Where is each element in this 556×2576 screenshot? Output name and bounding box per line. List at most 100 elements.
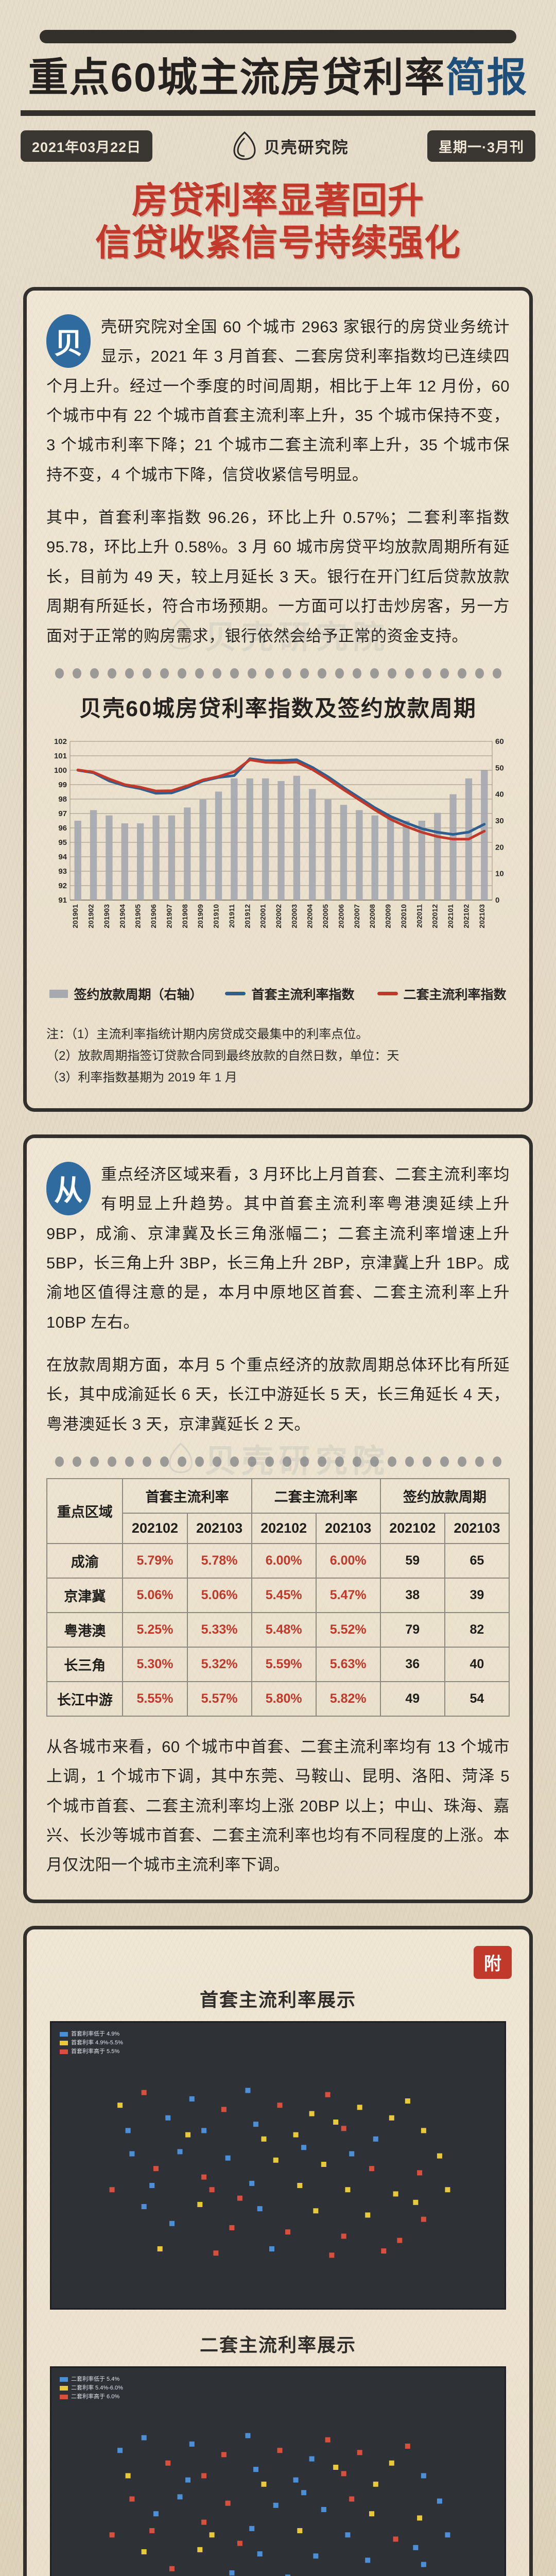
table-cell: 65	[444, 1543, 510, 1579]
table-cell: 79	[379, 1612, 445, 1648]
svg-text:202009: 202009	[384, 904, 392, 928]
table-cell: 5.33%	[186, 1612, 252, 1648]
map2-legend-label-1: 二套利率 5.4%-6.0%	[71, 2384, 123, 2391]
table-row: 京津冀 5.06% 5.06% 5.45% 5.47% 38 39	[46, 1577, 510, 1613]
table-cell: 59	[379, 1543, 445, 1579]
map2-legend-label-2: 二套利率高于 6.0%	[71, 2393, 120, 2400]
dropcap-bei: 贝	[46, 314, 91, 368]
svg-text:102: 102	[54, 737, 67, 746]
svg-text:10: 10	[495, 870, 504, 878]
intro-paragraph-2: 其中，首套利率指数 96.26，环比上升 0.57%；二套利率指数 95.78，…	[46, 509, 510, 645]
headline-line-1: 房贷利率显著回升	[132, 180, 424, 221]
table-cell: 6.00%	[251, 1543, 317, 1579]
map2-title: 二套主流利率展示	[199, 2334, 356, 2355]
table-cell: 40	[444, 1646, 510, 1682]
region-paragraph-1: 重点经济区域来看，3 月环比上月首套、二套主流利率均有明显上升趋势。其中首套主流…	[46, 1165, 510, 1331]
dropcap-cong: 从	[46, 1161, 91, 1215]
svg-text:202103: 202103	[478, 904, 486, 928]
svg-text:202002: 202002	[274, 904, 283, 928]
intro-paragraph-1: 壳研究院对全国 60 个城市 2963 家银行的房贷业务统计显示，2021 年 …	[46, 318, 510, 484]
table-group-first-home: 首套主流利率	[122, 1478, 252, 1514]
top-rule	[40, 30, 516, 43]
map1-legend: 首套利率低于 4.9% 首套利率 4.9%-5.5% 首套利率高于 5.5%	[60, 2030, 123, 2056]
map1-legend-chip-1-icon	[60, 2040, 68, 2045]
map1-legend-label-2: 首套利率高于 5.5%	[71, 2048, 120, 2055]
table-cell: 49	[379, 1681, 445, 1717]
attachment-badge: 附	[474, 1945, 512, 1979]
headline-line-2: 信贷收紧信号持续强化	[95, 223, 461, 263]
table-cell: 5.06%	[122, 1577, 188, 1613]
map2-legend: 二套利率低于 5.4% 二套利率 5.4%-6.0% 二套利率高于 6.0%	[60, 2375, 123, 2401]
svg-text:60: 60	[495, 737, 504, 746]
svg-text:201909: 201909	[196, 904, 204, 928]
svg-text:91: 91	[58, 896, 67, 905]
svg-text:202010: 202010	[399, 904, 408, 928]
svg-text:0: 0	[495, 896, 499, 905]
svg-text:202012: 202012	[431, 904, 439, 928]
table-cell: 5.82%	[315, 1681, 381, 1717]
svg-text:97: 97	[58, 809, 67, 818]
table-cell: 36	[379, 1646, 445, 1682]
svg-text:30: 30	[495, 817, 504, 825]
page-title-main: 重点60城主流房贷利率	[28, 55, 446, 100]
chart-notes: 注：（1）主流利率指统计期内房贷成交最集中的利率点位。 （2）放款周期指签订贷款…	[46, 1024, 510, 1089]
table-subheader-4: 202102	[379, 1512, 445, 1544]
legend-label-first-home: 首套主流利率指数	[251, 987, 355, 1002]
map1-legend-label-0: 首套利率低于 4.9%	[71, 2030, 120, 2037]
svg-text:202001: 202001	[259, 904, 267, 928]
map2-legend-label-0: 二套利率低于 5.4%	[71, 2376, 120, 2382]
svg-text:93: 93	[58, 867, 67, 876]
legend-label-period: 签约放款周期（右轴）	[74, 987, 203, 1002]
table-corner-header: 重点区域	[46, 1478, 124, 1544]
legend-item-second-home: 二套主流利率指数	[377, 985, 507, 1003]
table-subheader-1: 202103	[186, 1512, 252, 1544]
map2-legend-row-0: 二套利率低于 5.4%	[60, 2375, 123, 2384]
svg-text:94: 94	[58, 853, 67, 861]
table-cell: 5.55%	[122, 1681, 188, 1717]
meta-row: 2021年03月22日 贝壳研究院 星期一·3月刊	[21, 130, 535, 162]
table-cell: 5.30%	[122, 1646, 188, 1682]
svg-text:202008: 202008	[368, 904, 376, 928]
dotted-divider	[46, 668, 510, 679]
svg-text:95: 95	[58, 838, 67, 847]
svg-text:202102: 202102	[462, 904, 470, 928]
beike-logo-icon	[231, 131, 258, 161]
dotted-divider-2	[46, 1456, 510, 1467]
map2: 二套利率低于 5.4% 二套利率 5.4%-6.0% 二套利率高于 6.0%	[50, 2366, 506, 2576]
table-cell: 5.48%	[251, 1612, 317, 1648]
map1: 首套利率低于 4.9% 首套利率 4.9%-5.5% 首套利率高于 5.5%	[50, 2021, 506, 2310]
chart-title: 贝壳60城房贷利率指数及签约放款周期	[79, 696, 477, 721]
legend-swatch-line-blue-icon	[225, 992, 246, 996]
headline: 房贷利率显著回升 信贷收紧信号持续强化	[21, 179, 535, 264]
svg-text:100: 100	[54, 766, 67, 775]
map2-legend-chip-1-icon	[60, 2385, 68, 2391]
map1-legend-row-1: 首套利率 4.9%-5.5%	[60, 2039, 123, 2047]
svg-text:202006: 202006	[337, 904, 345, 928]
rate-index-chart: 91 92 93 94 95 96 97 98 99 100 101 102 0 10 20 30 40 50 60…	[46, 736, 516, 958]
chart-legend: 签约放款周期（右轴） 首套主流利率指数 二套主流利率指数	[46, 985, 510, 1003]
table-row: 粤港澳 5.25% 5.33% 5.48% 5.52% 79 82	[46, 1612, 510, 1648]
svg-text:201901: 201901	[71, 904, 79, 928]
table-cell: 39	[444, 1577, 510, 1613]
publish-date: 2021年03月22日	[21, 130, 153, 162]
svg-text:201907: 201907	[165, 904, 173, 928]
table-cell: 5.63%	[315, 1646, 381, 1682]
page-title: 重点60城主流房贷利率简报	[21, 55, 535, 100]
table-group-second-home: 二套主流利率	[251, 1478, 381, 1514]
table-cell: 54	[444, 1681, 510, 1717]
svg-text:40: 40	[495, 790, 504, 799]
svg-text:201908: 201908	[181, 904, 189, 928]
legend-item-period: 签约放款周期（右轴）	[49, 985, 202, 1003]
table-row: 成渝 5.79% 5.78% 6.00% 6.00% 59 65	[46, 1543, 510, 1579]
table-row: 长三角 5.30% 5.32% 5.59% 5.63% 36 40	[46, 1646, 510, 1682]
table-row: 长江中游 5.55% 5.57% 5.80% 5.82% 49 54	[46, 1681, 510, 1717]
legend-label-second-home: 二套主流利率指数	[403, 987, 507, 1002]
map1-legend-label-1: 首套利率 4.9%-5.5%	[71, 2039, 123, 2046]
table-cell: 5.78%	[186, 1543, 252, 1579]
legend-item-first-home: 首套主流利率指数	[225, 985, 355, 1003]
title-underline	[21, 110, 535, 116]
table-cell-region: 粤港澳	[46, 1612, 124, 1648]
table-group-period: 签约放款周期	[379, 1478, 510, 1514]
svg-text:98: 98	[58, 795, 67, 804]
svg-text:201912: 201912	[243, 904, 251, 928]
